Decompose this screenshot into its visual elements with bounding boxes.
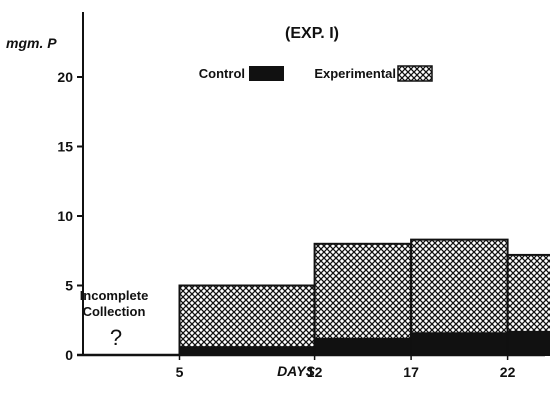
x-tick-label-17: 17 bbox=[403, 364, 419, 380]
incomplete-collection-note: Incomplete Collection ? bbox=[80, 288, 149, 350]
x-tick-label-12: 12 bbox=[307, 364, 323, 380]
legend-control-label: Control bbox=[199, 66, 245, 81]
x-axis-label: DAYS bbox=[277, 363, 316, 379]
y-axis-label: mgm. P bbox=[6, 35, 57, 51]
legend-control-swatch bbox=[249, 66, 284, 81]
bar-control-12-17 bbox=[314, 337, 412, 356]
plot-area: 0510152051217222732 bbox=[57, 12, 550, 380]
bar-experimental-12-17 bbox=[313, 242, 413, 356]
bar-experimental-5-12 bbox=[178, 284, 316, 356]
y-tick-label-0: 0 bbox=[65, 347, 73, 363]
legend-experimental-swatch bbox=[397, 65, 433, 82]
legend: Control Experimental bbox=[199, 65, 433, 82]
legend-experimental-label: Experimental bbox=[314, 66, 396, 81]
bar-control-17-22 bbox=[410, 332, 509, 356]
note-line-1: Incomplete bbox=[80, 288, 149, 303]
y-tick-label-20: 20 bbox=[57, 69, 73, 85]
bar-control-22-27 bbox=[507, 330, 550, 356]
bar-control-5-12 bbox=[179, 346, 316, 356]
x-tick-label-5: 5 bbox=[176, 364, 184, 380]
x-tick-label-22: 22 bbox=[500, 364, 516, 380]
y-tick-label-5: 5 bbox=[65, 278, 73, 294]
y-tick-label-10: 10 bbox=[57, 208, 73, 224]
y-tick-label-15: 15 bbox=[57, 139, 73, 155]
chart-title: (EXP. I) bbox=[285, 25, 339, 42]
note-line-2: Collection bbox=[83, 304, 146, 319]
question-mark: ? bbox=[110, 325, 122, 350]
